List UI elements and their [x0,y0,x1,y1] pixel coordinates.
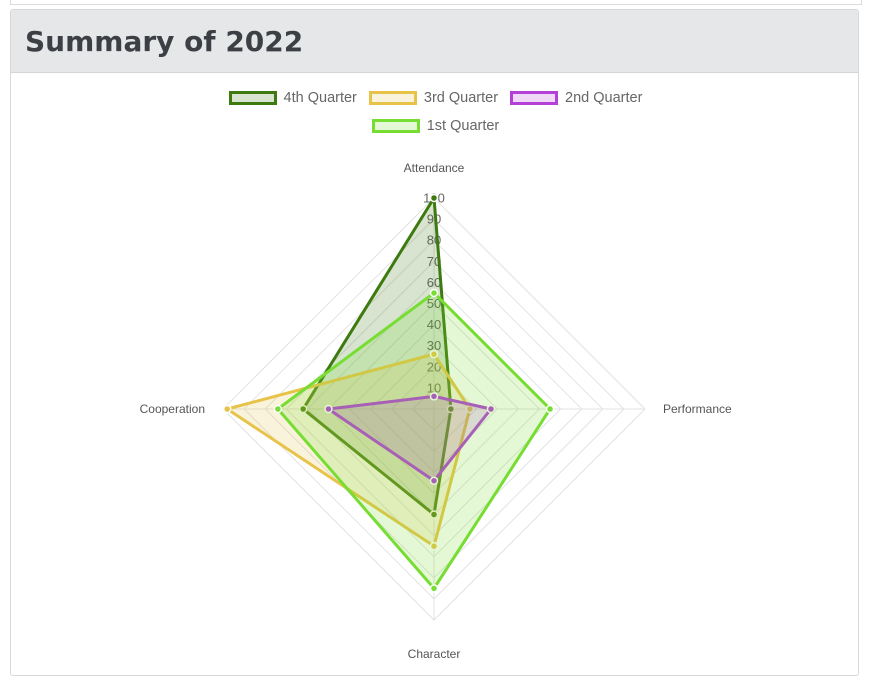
tick-label: 10 [427,380,441,395]
radar-series [222,193,555,593]
data-point-1st-quarter-cooperation [273,404,283,414]
data-point-4th-quarter-character [429,510,439,519]
data-point-4th-quarter-cooperation [298,404,308,414]
legend-row-2: 1st Quarter [11,112,860,140]
card-header: Summary of 2022 [11,10,858,73]
series-area-1st-quarter [275,290,552,591]
radar-point-labels: Attendance Performance Character Cooperatio… [140,161,732,661]
tick-label: 20 [427,359,441,374]
legend-label: 3rd Quarter [423,90,499,106]
data-point-3rd-quarter-character [429,541,439,551]
legend-item-1st-quarter[interactable]: 1st Quarter [371,118,500,134]
legend-swatch-2nd-quarter [510,91,559,105]
legend-item-4th-quarter[interactable]: 4th Quarter [228,90,357,106]
point-label-performance: Performance [663,402,732,416]
card-title: Summary of 2022 [25,24,304,58]
series-1st-quarter [273,288,555,593]
point-label-attendance: Attendance [404,161,465,175]
point-label-cooperation: Cooperation [140,402,205,416]
legend-item-3rd-quarter[interactable]: 3rd Quarter [368,90,499,106]
data-point-1st-quarter-attendance [429,288,439,298]
point-label-character: Character [408,647,461,661]
legend-swatch-3rd-quarter [368,91,417,105]
data-point-2nd-quarter-cooperation [324,404,333,414]
data-point-2nd-quarter-performance [486,404,496,414]
data-point-2nd-quarter-attendance [429,392,439,401]
data-point-3rd-quarter-attendance [429,349,439,359]
radar-chart: 102030405060708090100 AttendancePerforma… [140,161,732,661]
tick-label: 90 [427,212,441,227]
data-point-4th-quarter-attendance [429,193,439,203]
tick-label: 40 [427,317,441,332]
tick-label: 50 [427,296,441,311]
legend-swatch-4th-quarter [228,91,277,105]
tick-label: 30 [427,338,441,353]
legend-label: 1st Quarter [426,118,500,134]
summary-card: Summary of 2022 4th Quarter 3rd Quarter … [10,9,859,676]
previous-card-edge [10,0,862,5]
series-4th-quarter [298,193,456,519]
legend-swatch-1st-quarter [371,119,420,133]
radar-tick-labels: 102030405060708090100 [423,191,445,396]
series-2nd-quarter [324,392,496,485]
legend-row-1: 4th Quarter 3rd Quarter 2nd Quarter [11,84,860,112]
data-point-3rd-quarter-cooperation [222,404,232,414]
data-point-4th-quarter-performance [446,404,456,414]
legend-label: 2nd Quarter [565,90,643,106]
tick-label: 60 [427,275,441,290]
data-point-1st-quarter-performance [545,404,555,414]
data-point-1st-quarter-character [429,584,439,593]
data-point-2nd-quarter-character [429,476,439,485]
chart-legend: 4th Quarter 3rd Quarter 2nd Quarter 1st … [11,84,860,140]
legend-label: 4th Quarter [283,90,357,106]
legend-item-2nd-quarter[interactable]: 2nd Quarter [510,90,642,106]
